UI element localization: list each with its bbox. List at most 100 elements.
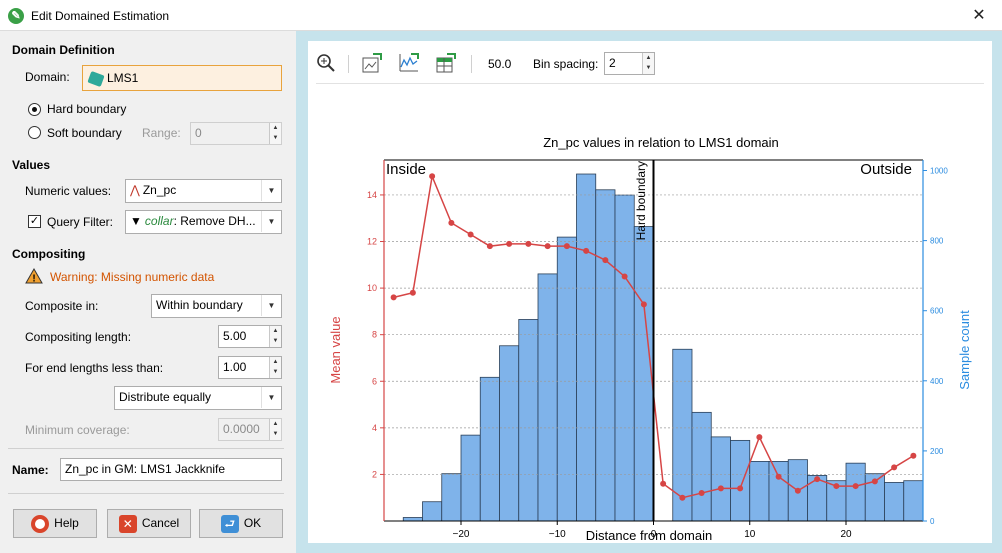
minimum-coverage-spinner: ▲ ▼ xyxy=(269,419,281,440)
mean-value-point xyxy=(486,243,493,250)
filter-icon: ▼ xyxy=(130,214,142,228)
zoom-icon[interactable] xyxy=(315,52,337,74)
compositing-length-spinner[interactable]: ▲ ▼ xyxy=(269,326,281,347)
y-tick-label: 4 xyxy=(372,423,377,433)
name-input[interactable]: Zn_pc in GM: LMS1 Jackknife xyxy=(60,458,282,481)
compositing-length-input[interactable]: 5.00 ▲ ▼ xyxy=(218,325,282,348)
histogram-bar xyxy=(460,434,481,522)
mean-value-point xyxy=(563,243,570,250)
outside-label: Outside xyxy=(860,161,912,178)
mean-value-point xyxy=(602,257,609,264)
divider xyxy=(8,493,284,494)
composite-in-dropdown[interactable]: Within boundary ▼ xyxy=(151,294,282,318)
svg-text:!: ! xyxy=(32,274,35,285)
histogram-bar xyxy=(518,319,539,522)
domain-selector[interactable]: LMS1 xyxy=(82,65,282,91)
values-heading: Values xyxy=(12,158,51,172)
domain-definition-heading: Domain Definition xyxy=(12,43,115,57)
window-title: Edit Domained Estimation xyxy=(31,9,170,23)
mean-value-point xyxy=(871,478,878,485)
distribute-value: Distribute equally xyxy=(119,390,212,404)
value-readout: 50.0 xyxy=(488,57,512,71)
histogram-bar xyxy=(730,439,751,522)
bin-spacing-value: 2 xyxy=(609,56,616,70)
mean-value-point xyxy=(891,464,898,471)
numeric-values-dropdown[interactable]: ⋀ Zn_pc ▼ xyxy=(125,179,282,203)
close-button[interactable]: ✕ xyxy=(972,7,986,24)
end-lengths-value: 1.00 xyxy=(223,360,247,374)
x-tick-label: 20 xyxy=(840,529,852,540)
histogram-bar xyxy=(479,376,500,522)
chevron-down-icon[interactable]: ▼ xyxy=(261,180,281,201)
x-tick-label: −20 xyxy=(453,529,470,540)
histogram-bar xyxy=(441,473,462,522)
y-axis-label: Mean value xyxy=(328,316,343,383)
hard-boundary-label[interactable]: Hard boundary xyxy=(47,102,127,116)
mean-value-point xyxy=(390,294,397,301)
warning-icon: ! xyxy=(25,267,43,285)
distribute-dropdown[interactable]: Distribute equally ▼ xyxy=(114,386,282,410)
chart-panel: 50.0 Bin spacing: 2 ▲ ▼ −20 −10 0 10 20 2 4 6 8 10… xyxy=(308,41,992,543)
chevron-down-icon[interactable]: ▼ xyxy=(261,387,281,408)
name-label: Name: xyxy=(12,463,49,477)
end-lengths-spinner[interactable]: ▲ ▼ xyxy=(269,357,281,378)
mean-value-point xyxy=(794,487,801,494)
histogram-bar xyxy=(845,462,866,522)
y2-tick-label: 200 xyxy=(930,447,944,456)
lifebuoy-icon xyxy=(31,514,50,533)
soft-boundary-label[interactable]: Soft boundary xyxy=(47,126,122,140)
x-tick-label: −10 xyxy=(549,529,566,540)
hard-boundary-radio[interactable] xyxy=(28,103,41,116)
y-tick-label: 12 xyxy=(367,237,377,247)
minimum-coverage-input: 0.0000 ▲ ▼ xyxy=(218,418,282,441)
mean-value-point xyxy=(852,483,859,490)
ok-button[interactable]: ⮐ OK xyxy=(199,509,283,538)
range-value: 0 xyxy=(195,126,202,140)
soft-boundary-radio[interactable] xyxy=(28,126,41,139)
cancel-button[interactable]: ✕ Cancel xyxy=(107,509,191,538)
query-filter-checkbox[interactable]: ✓ xyxy=(28,215,41,228)
y2-axis-label: Sample count xyxy=(957,310,972,390)
y-tick-label: 10 xyxy=(367,283,377,293)
cancel-icon: ✕ xyxy=(118,514,137,533)
compositing-length-value: 5.00 xyxy=(223,329,247,343)
bin-spacing-spinner[interactable]: ▲ ▼ xyxy=(642,53,654,74)
y-tick-label: 2 xyxy=(372,469,377,479)
export-table-icon[interactable] xyxy=(435,52,457,74)
settings-panel: Domain Definition Domain: LMS1 Hard boun… xyxy=(0,31,296,553)
help-button[interactable]: Help xyxy=(13,509,97,538)
compositing-length-label: Compositing length: xyxy=(25,330,132,344)
mean-value-point xyxy=(409,289,416,296)
histogram-bar xyxy=(749,461,770,522)
end-lengths-input[interactable]: 1.00 ▲ ▼ xyxy=(218,356,282,379)
chart-title: Zn_pc values in relation to LMS1 domain xyxy=(543,135,779,150)
missing-data-warning: Warning: Missing numeric data xyxy=(50,270,215,284)
query-filter-value: : Remove DH... xyxy=(173,214,256,228)
mean-value-point xyxy=(910,452,917,459)
range-label: Range: xyxy=(142,126,181,140)
domain-value: LMS1 xyxy=(107,71,139,85)
y-tick-label: 14 xyxy=(367,190,377,200)
cancel-label: Cancel xyxy=(141,516,180,530)
ok-arrow-icon: ⮐ xyxy=(220,514,239,533)
export-image-icon[interactable] xyxy=(361,52,383,74)
divider xyxy=(8,448,284,449)
ok-label: OK xyxy=(243,516,262,530)
x-tick-label: 10 xyxy=(744,529,756,540)
histogram-bar xyxy=(768,461,789,522)
histogram-bar xyxy=(614,194,635,522)
x-axis-label: Distance from domain xyxy=(586,528,712,543)
histogram-bar xyxy=(691,411,712,522)
export-chart-icon[interactable] xyxy=(398,52,420,74)
name-value: Zn_pc in GM: LMS1 Jackknife xyxy=(65,462,226,476)
help-label: Help xyxy=(54,516,79,530)
mean-value-point xyxy=(660,480,667,487)
chevron-down-icon[interactable]: ▼ xyxy=(261,295,281,316)
histogram-bar xyxy=(422,501,443,522)
bin-spacing-input[interactable]: 2 ▲ ▼ xyxy=(604,52,655,75)
inside-label: Inside xyxy=(386,161,426,178)
y-tick-label: 6 xyxy=(372,376,377,386)
mean-value-point xyxy=(833,483,840,490)
query-filter-dropdown[interactable]: ▼ collar: Remove DH... ▼ xyxy=(125,210,282,234)
chevron-down-icon[interactable]: ▼ xyxy=(261,211,281,232)
